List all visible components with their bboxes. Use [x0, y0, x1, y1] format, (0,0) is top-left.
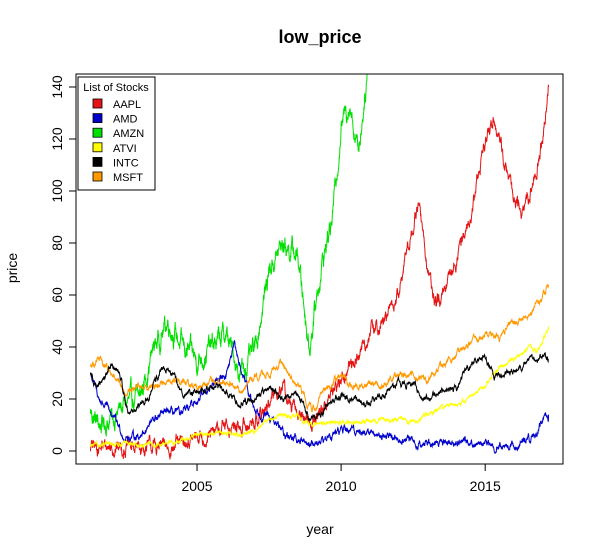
- y-tick-label: 40: [49, 339, 65, 355]
- legend-swatch-amzn: [92, 127, 103, 138]
- series-line-aapl: [89, 84, 550, 460]
- x-tick-label: 2005: [181, 478, 212, 494]
- legend: List of Stocks AAPL AMD AMZN ATVI INTC MSFT: [77, 76, 156, 191]
- x-axis-label: year: [306, 521, 334, 537]
- legend-label-atvi: ATVI: [113, 143, 137, 155]
- legend-swatch-intc: [92, 156, 103, 167]
- legend-label-intc: INTC: [113, 157, 139, 169]
- y-tick-label: 80: [49, 235, 65, 251]
- y-axis-label: price: [4, 253, 20, 284]
- legend-items: AAPL AMD AMZN ATVI INTC MSFT: [92, 98, 144, 184]
- y-tick-label: 0: [49, 447, 65, 455]
- x-axis: 2005 2010 2015: [181, 463, 501, 494]
- legend-swatch-amd: [92, 113, 103, 123]
- y-axis: 0 20 40 60 80 100 120 140: [49, 75, 77, 455]
- legend-swatch-atvi: [92, 142, 103, 153]
- chart-title: low_price: [278, 27, 361, 47]
- legend-label-msft: MSFT: [113, 172, 143, 184]
- y-tick-label: 120: [49, 127, 65, 151]
- legend-label-amd: AMD: [113, 114, 138, 126]
- series-group: [89, 74, 550, 460]
- series-line-msft: [89, 283, 550, 413]
- legend-title: List of Stocks: [83, 82, 149, 94]
- y-tick-label: 20: [49, 391, 65, 407]
- series-line-amd: [89, 340, 550, 454]
- series-line-atvi: [89, 326, 550, 449]
- legend-swatch-aapl: [92, 98, 103, 109]
- x-tick-label: 2010: [326, 478, 357, 494]
- y-tick-label: 60: [49, 287, 65, 303]
- y-tick-label: 100: [49, 179, 65, 203]
- legend-box: [77, 76, 156, 191]
- series-line-intc: [89, 351, 549, 422]
- legend-label-amzn: AMZN: [113, 128, 144, 140]
- x-tick-label: 2015: [470, 478, 501, 494]
- legend-label-aapl: AAPL: [113, 99, 141, 111]
- y-tick-label: 140: [49, 75, 65, 99]
- legend-swatch-msft: [92, 171, 103, 182]
